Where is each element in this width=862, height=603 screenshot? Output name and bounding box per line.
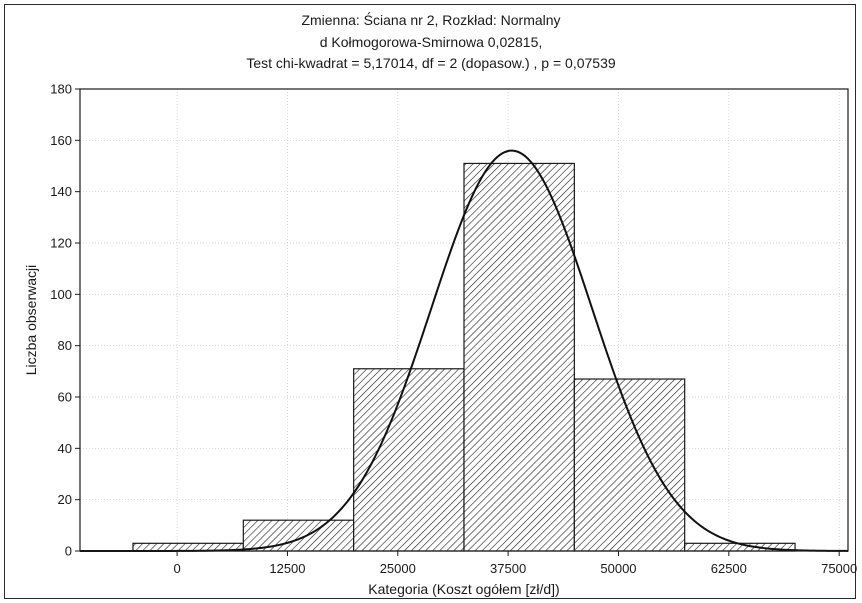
x-tick-label: 0 <box>173 561 180 576</box>
y-tick-label: 80 <box>58 338 72 353</box>
y-tick-label: 100 <box>50 287 72 302</box>
x-tick-label: 12500 <box>269 561 305 576</box>
y-tick-label: 20 <box>58 492 72 507</box>
chart-title-line-3: Test chi-kwadrat = 5,17014, df = 2 (dopa… <box>246 55 616 71</box>
x-tick-label: 75000 <box>821 561 857 576</box>
x-tick-label: 62500 <box>711 561 747 576</box>
y-tick-label: 180 <box>50 82 72 97</box>
histogram-bar <box>353 368 465 552</box>
y-tick-label: 140 <box>50 184 72 199</box>
x-axis-label: Kategoria (Koszt ogółem [zł/d]) <box>368 581 559 597</box>
y-tick-label: 40 <box>58 441 72 456</box>
histogram-bar <box>242 519 355 552</box>
y-tick-label: 60 <box>58 390 72 405</box>
axis-ticks: 0 20 40 60 80 100 120 140 160 180 0 12500 25000 37500… <box>50 82 857 577</box>
histogram-bar <box>463 162 575 552</box>
chart-title-line-2: d Kołmogorowa-Smirnowa 0,02815, <box>319 34 543 50</box>
y-tick-label: 120 <box>50 236 72 251</box>
histogram-bars <box>132 162 796 552</box>
y-axis-label: Liczba obserwacji <box>23 265 39 376</box>
y-tick-label: 160 <box>50 133 72 148</box>
x-tick-label: 25000 <box>380 561 416 576</box>
x-tick-label: 50000 <box>600 561 636 576</box>
y-tick-label: 0 <box>65 544 72 559</box>
x-tick-label: 37500 <box>490 561 526 576</box>
histogram-bar <box>573 378 686 552</box>
chart-title-line-1: Zmienna: Ściana nr 2, Rozkład: Normalny <box>301 12 561 28</box>
plot-area-border <box>79 88 849 552</box>
